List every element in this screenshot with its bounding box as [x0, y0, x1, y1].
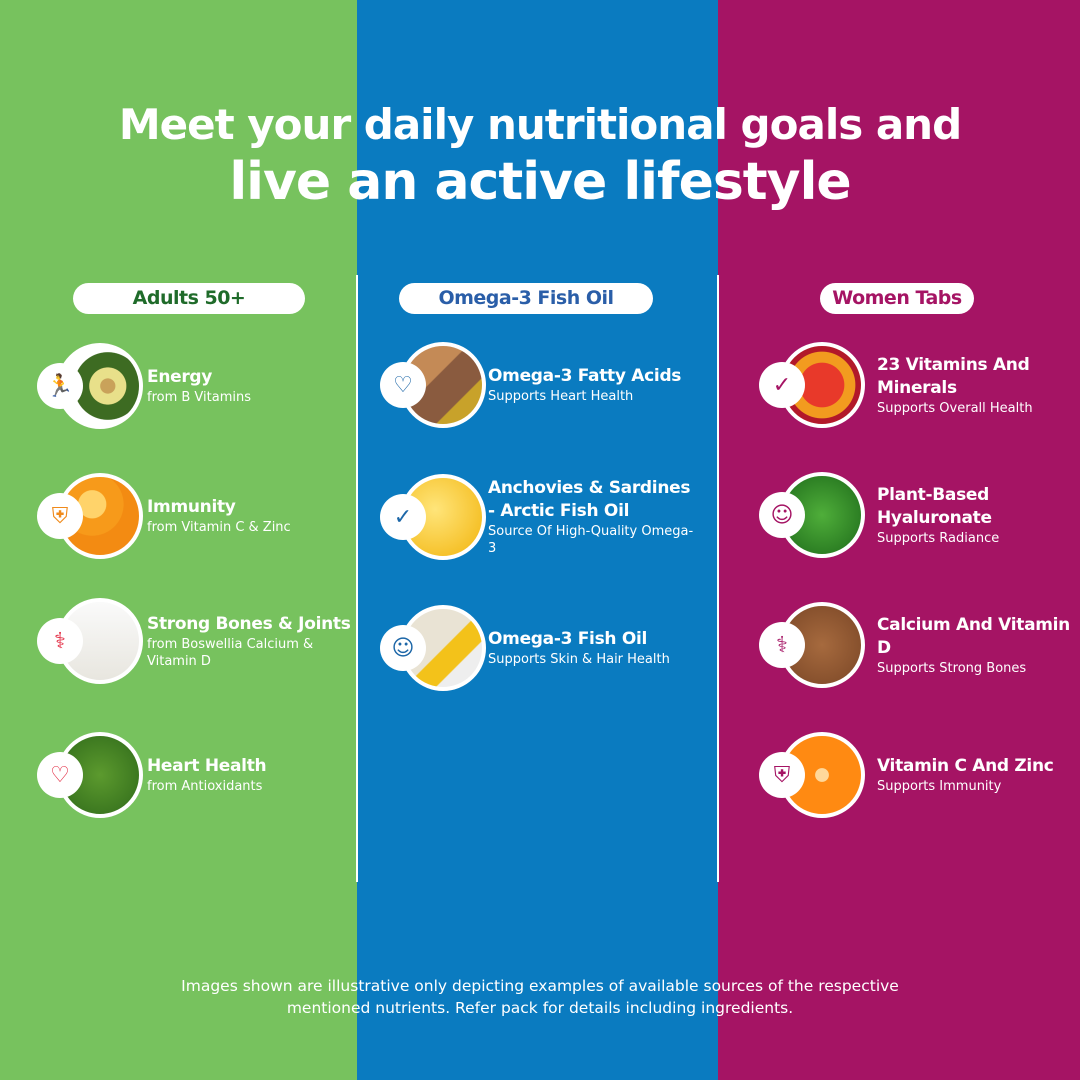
benefit-subtitle: Source Of High-Quality Omega-3: [488, 524, 694, 556]
heart-icon: ♡: [380, 362, 426, 408]
benefit-title: Calcium And Vitamin D: [877, 614, 1070, 658]
benefit-title: Anchovies & Sardines - Arctic Fish Oil: [488, 478, 691, 521]
woman-face-icon: ☺: [380, 625, 426, 671]
benefit-subtitle: Supports Strong Bones: [877, 660, 1027, 676]
joint-bone-icon: ⚕: [759, 622, 805, 668]
benefit-title: Plant-Based Hyaluronate: [877, 484, 992, 528]
divider: [356, 275, 358, 882]
benefit-subtitle: Supports Radiance: [877, 530, 1000, 546]
benefit-text: Plant-Based Hyaluronate Supports Radianc…: [877, 484, 1080, 547]
benefit-title: Vitamin C And Zinc: [877, 756, 1054, 776]
benefit-text: Calcium And Vitamin D Supports Strong Bo…: [877, 614, 1080, 677]
adults-column-bg: [0, 0, 357, 1080]
running-person-icon: 🏃: [37, 363, 83, 409]
benefit-subtitle: from B Vitamins: [147, 390, 252, 405]
benefit-subtitle: Supports Skin & Hair Health: [488, 652, 670, 667]
benefit-title: Immunity: [147, 497, 236, 517]
benefit-subtitle: from Boswellia Calcium & Vitamin D: [147, 636, 314, 669]
pill-omega-3: Omega-3 Fish Oil: [399, 283, 653, 314]
benefit-title: Omega-3 Fatty Acids: [488, 366, 682, 386]
disclaimer-line2: mentioned nutrients. Refer pack for deta…: [286, 999, 794, 1017]
benefit-text: Vitamin C And Zinc Supports Immunity: [877, 755, 1080, 795]
benefit-text: Energy from B Vitamins: [147, 366, 357, 406]
disclaimer: Images shown are illustrative only depic…: [0, 975, 1080, 1019]
benefit-title: 23 Vitamins And Minerals: [877, 354, 1030, 398]
benefit-text: Immunity from Vitamin C & Zinc: [147, 496, 357, 536]
divider: [717, 275, 719, 882]
benefit-text: Heart Health from Antioxidants: [147, 755, 357, 795]
headline-line1: Meet your daily nutritional goals and: [118, 100, 962, 149]
checkmark-person-icon: ✓: [759, 362, 805, 408]
benefit-title: Energy: [147, 367, 213, 387]
heart-icon: ♡: [37, 752, 83, 798]
benefit-text: Omega-3 Fish Oil Supports Skin & Hair He…: [488, 628, 698, 668]
benefit-title: Strong Bones & Joints: [147, 613, 351, 634]
benefit-title: Omega-3 Fish Oil: [488, 629, 648, 649]
benefit-text: Strong Bones & Joints from Boswellia Cal…: [147, 613, 357, 670]
benefit-subtitle: from Antioxidants: [147, 779, 263, 794]
pill-women-tabs: Women Tabs: [820, 283, 974, 314]
checkmark-person-icon: ✓: [380, 494, 426, 540]
benefit-subtitle: Supports Heart Health: [488, 389, 634, 404]
benefit-subtitle: from Vitamin C & Zinc: [147, 520, 291, 535]
joint-bone-icon: ⚕: [37, 618, 83, 664]
woman-face-icon: ☺: [759, 492, 805, 538]
benefit-text: Omega-3 Fatty Acids Supports Heart Healt…: [488, 365, 698, 405]
benefit-subtitle: Supports Immunity: [877, 779, 1002, 794]
benefit-text: 23 Vitamins And Minerals Supports Overal…: [877, 354, 1080, 417]
pill-adults-50: Adults 50+: [73, 283, 305, 314]
benefit-title: Heart Health: [147, 756, 267, 776]
benefit-text: Anchovies & Sardines - Arctic Fish Oil S…: [488, 477, 698, 557]
headline-line2: live an active lifestyle: [229, 152, 851, 212]
shield-icon: ⛨: [759, 752, 805, 798]
women-column-bg: [718, 0, 1080, 1080]
disclaimer-line1: Images shown are illustrative only depic…: [181, 977, 899, 995]
shield-icon: ⛨: [37, 493, 83, 539]
benefit-subtitle: Supports Overall Health: [877, 400, 1033, 416]
